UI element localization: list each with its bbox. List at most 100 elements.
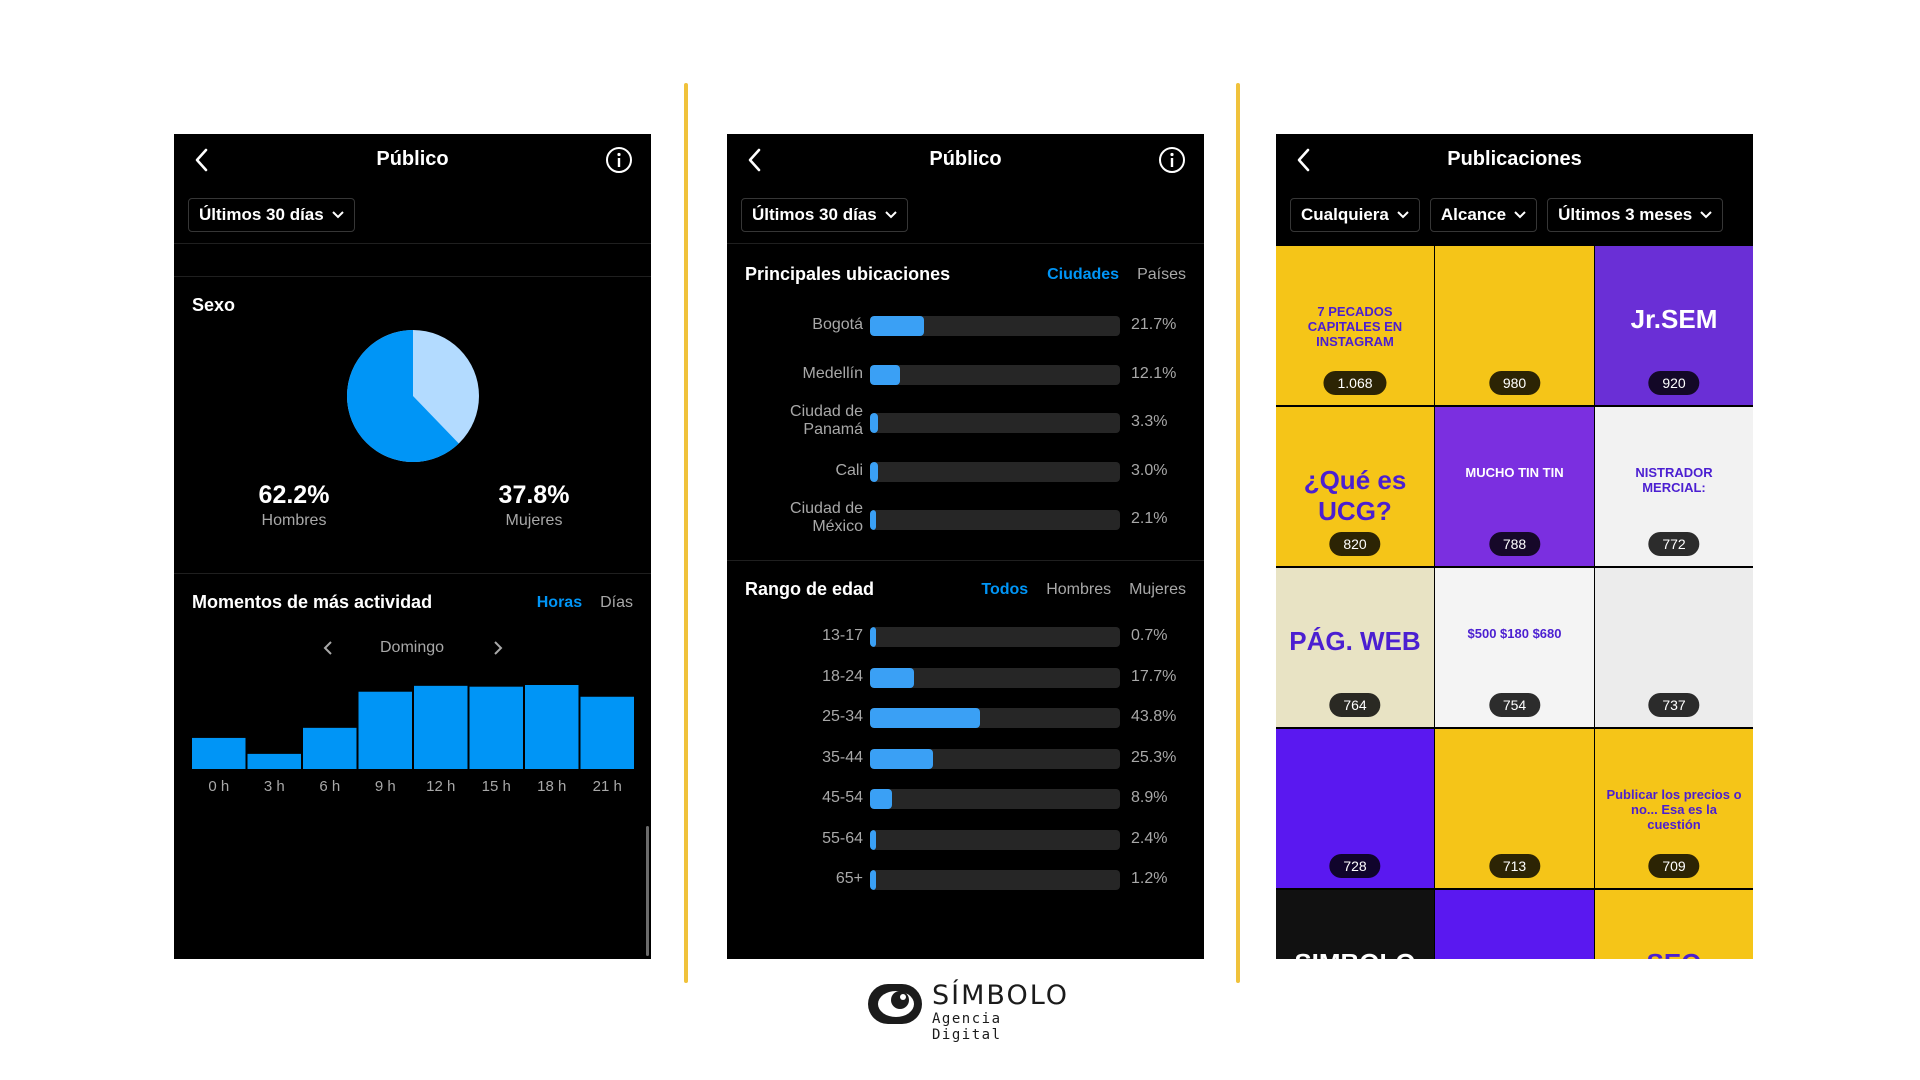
bar-row: 25-34 43.8% <box>727 698 1204 738</box>
women-stat: 37.8% Mujeres <box>474 481 594 530</box>
bar-value: 12.1% <box>1131 364 1177 382</box>
chevron-down-icon <box>1397 211 1409 219</box>
reach-badge: 920 <box>1648 371 1700 395</box>
post-caption: $500 $180 $680 <box>1467 626 1562 641</box>
phone-posts: Publicaciones Cualquiera Alcance Últimos… <box>1276 134 1753 959</box>
bar-track <box>870 413 1120 433</box>
date-range-dropdown[interactable]: Últimos 30 días <box>188 197 355 232</box>
post-thumbnail[interactable]: 713 <box>1435 729 1594 888</box>
logo-tagline: Agencia Digital <box>932 1011 1002 1043</box>
section-divider <box>174 573 651 574</box>
activity-section: Momentos de más actividad Horas Días Dom… <box>174 574 651 956</box>
period-label: Últimos 3 meses <box>1558 205 1693 224</box>
phone-audience-gender: Público Últimos 30 días Sexo 62.2% Hombr… <box>174 134 651 959</box>
bar-value: 17.7% <box>1131 667 1177 685</box>
gender-pie-chart <box>347 330 479 462</box>
bar-track <box>870 748 1120 769</box>
bar-label: 13-17 <box>822 627 863 644</box>
filter-bar: Cualquiera Alcance Últimos 3 meses <box>1276 186 1753 244</box>
bar-row: 35-44 25.3% <box>727 739 1204 779</box>
activity-toggle: Horas Días <box>537 594 633 612</box>
metric-dropdown[interactable]: Alcance <box>1429 198 1538 232</box>
chevron-right-icon[interactable] <box>492 640 504 656</box>
divider-left <box>684 83 688 983</box>
content-type-dropdown[interactable]: Cualquiera <box>1290 198 1420 232</box>
pie-slice-men <box>347 330 459 462</box>
bar-row: Medellín 12.1% <box>727 355 1204 395</box>
toggle-hours[interactable]: Horas <box>536 594 583 611</box>
hour-tick-label: 3 h <box>264 778 285 795</box>
bar-row: 55-64 2.4% <box>727 820 1204 860</box>
metric-label: Alcance <box>1440 205 1507 224</box>
bar-row: Ciudad de Panamá 3.3% <box>727 403 1204 443</box>
locations-section: Principales ubicaciones Ciudades Países … <box>727 244 1204 560</box>
activity-bar <box>414 685 468 769</box>
post-caption: ¿Qué es UCG? <box>1303 465 1407 526</box>
bar-track <box>870 829 1120 850</box>
bar-value: 8.9% <box>1131 789 1168 806</box>
filter-bar: Últimos 30 días <box>727 186 1204 244</box>
reach-badge: 1.068 <box>1323 371 1387 395</box>
hour-tick-label: 21 h <box>593 778 622 795</box>
chevron-down-icon <box>1514 211 1526 219</box>
bar-row: 13-17 0.7% <box>727 617 1204 657</box>
post-thumbnail[interactable]: Publicar los precios o no... Esa es la c… <box>1595 729 1753 888</box>
activity-bar <box>580 696 634 769</box>
post-thumbnail[interactable]: SEO <box>1595 890 1753 959</box>
post-thumbnail[interactable]: Jr.SEM 920 <box>1595 246 1753 405</box>
post-thumbnail[interactable]: 728 <box>1276 729 1434 888</box>
post-thumbnail[interactable]: 7 PECADOS CAPITALES EN INSTAGRAM 1.068 <box>1276 246 1434 405</box>
toggle-men[interactable]: Hombres <box>1046 581 1112 598</box>
back-arrow-icon[interactable] <box>745 147 767 173</box>
age-title: Rango de edad <box>745 579 875 599</box>
bar-fill <box>870 413 879 433</box>
post-thumbnail[interactable]: PÁG. WEB 764 <box>1276 568 1434 727</box>
bar-value: 43.8% <box>1131 708 1177 725</box>
post-thumbnail[interactable]: $500 $180 $680 754 <box>1435 568 1594 727</box>
bar-label: Bogotá <box>812 316 863 333</box>
bar-value: 2.1% <box>1131 510 1168 527</box>
post-thumbnail[interactable]: 737 <box>1595 568 1753 727</box>
toggle-days[interactable]: Días <box>600 594 633 611</box>
hour-tick-label: 0 h <box>208 778 229 795</box>
bar-row: Ciudad de México 2.1% <box>727 500 1204 540</box>
date-range-dropdown[interactable]: Últimos 30 días <box>741 197 908 232</box>
back-arrow-icon[interactable] <box>192 147 214 173</box>
chevron-down-icon <box>1700 211 1712 219</box>
bar-row: 45-54 8.9% <box>727 779 1204 819</box>
post-thumbnail[interactable]: NISTRADOR MERCIAL: 772 <box>1595 407 1753 566</box>
post-thumbnail[interactable]: 980 <box>1435 246 1594 405</box>
men-stat: 62.2% Hombres <box>234 481 354 530</box>
post-thumbnail[interactable]: ¿Qué es UCG? 820 <box>1276 407 1434 566</box>
hour-tick-label: 18 h <box>537 778 566 795</box>
toggle-women[interactable]: Mujeres <box>1129 581 1186 598</box>
bar-fill <box>870 667 915 688</box>
post-thumbnail[interactable] <box>1435 890 1594 959</box>
info-icon[interactable] <box>605 146 633 174</box>
activity-bar <box>303 727 357 769</box>
post-thumbnail[interactable]: SIMBOLO <box>1276 890 1434 959</box>
bar-label: 45-54 <box>822 789 863 806</box>
scrollbar[interactable] <box>646 826 649 956</box>
section-divider <box>174 276 651 277</box>
bar-value: 21.7% <box>1131 316 1177 333</box>
toggle-countries[interactable]: Países <box>1137 266 1186 283</box>
bar-fill <box>870 461 878 482</box>
activity-bar-chart: 0 h 3 h 6 h 9 h 12 h 15 h 18 h 21 h <box>192 685 634 795</box>
post-thumbnail[interactable]: MUCHO TIN TIN 788 <box>1435 407 1594 566</box>
chevron-left-icon[interactable] <box>322 640 334 656</box>
bar-value: 25.3% <box>1131 748 1177 766</box>
info-icon[interactable] <box>1158 146 1186 174</box>
bar-track <box>870 461 1120 482</box>
filter-bar: Últimos 30 días <box>174 186 651 244</box>
toggle-cities[interactable]: Ciudades <box>1047 266 1120 283</box>
chevron-down-icon <box>332 210 344 218</box>
divider-right <box>1236 83 1240 983</box>
period-dropdown[interactable]: Últimos 3 meses <box>1547 198 1724 232</box>
phone-audience-locations: Público Últimos 30 días Principales ubic… <box>727 134 1204 959</box>
toggle-all[interactable]: Todos <box>981 581 1029 598</box>
back-arrow-icon[interactable] <box>1294 147 1316 173</box>
bar-label: Ciudad de México <box>790 500 863 535</box>
bar-fill <box>870 627 877 647</box>
activity-bar <box>192 737 246 769</box>
